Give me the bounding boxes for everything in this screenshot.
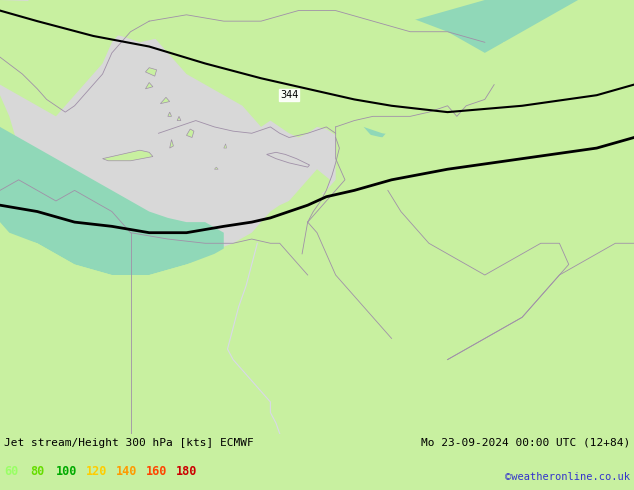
Text: 120: 120 xyxy=(86,465,107,478)
Text: ©weatheronline.co.uk: ©weatheronline.co.uk xyxy=(505,472,630,482)
Polygon shape xyxy=(252,169,330,275)
Polygon shape xyxy=(160,98,170,104)
Polygon shape xyxy=(0,0,345,254)
Text: Mo 23-09-2024 00:00 UTC (12+84): Mo 23-09-2024 00:00 UTC (12+84) xyxy=(421,438,630,448)
Polygon shape xyxy=(345,0,634,138)
Polygon shape xyxy=(267,152,309,167)
Polygon shape xyxy=(307,0,634,434)
Polygon shape xyxy=(0,0,186,116)
Text: 60: 60 xyxy=(4,465,18,478)
Text: 140: 140 xyxy=(116,465,138,478)
Text: 180: 180 xyxy=(176,465,197,478)
Text: 344: 344 xyxy=(280,90,298,100)
Polygon shape xyxy=(177,116,181,121)
Text: Jet stream/Height 300 hPa [kts] ECMWF: Jet stream/Height 300 hPa [kts] ECMWF xyxy=(4,438,254,448)
Text: 100: 100 xyxy=(56,465,77,478)
Polygon shape xyxy=(224,144,226,148)
Polygon shape xyxy=(0,222,634,434)
Polygon shape xyxy=(145,68,157,76)
Polygon shape xyxy=(170,140,174,148)
Polygon shape xyxy=(186,129,194,138)
Text: 160: 160 xyxy=(146,465,167,478)
Polygon shape xyxy=(214,167,218,169)
Polygon shape xyxy=(168,112,172,116)
Text: 80: 80 xyxy=(30,465,44,478)
Polygon shape xyxy=(103,150,153,161)
Polygon shape xyxy=(0,127,224,275)
Polygon shape xyxy=(145,82,153,89)
Polygon shape xyxy=(149,6,494,138)
